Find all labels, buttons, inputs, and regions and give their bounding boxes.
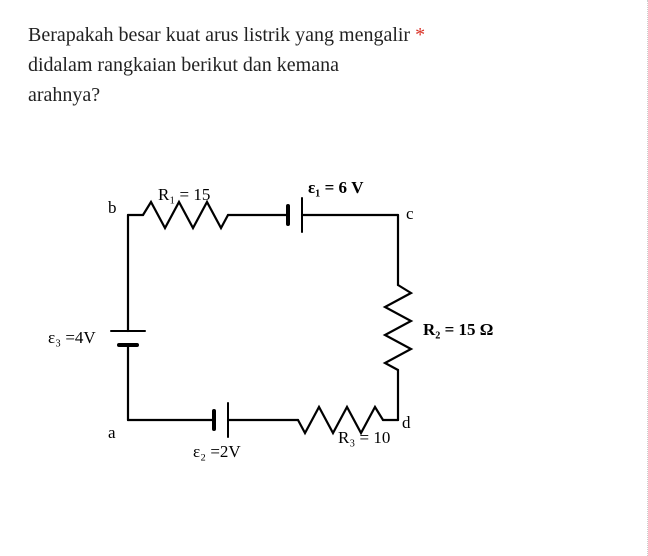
- label-r3: R₃ = 10: [338, 428, 390, 448]
- label-r2: R₂ = 15 Ω: [423, 320, 493, 340]
- node-b: b: [108, 198, 117, 218]
- q-line2: didalam rangkaian berikut dan kemana: [28, 54, 339, 76]
- node-a: a: [108, 423, 116, 443]
- circuit-diagram: R₁ = 15 ε₁ = 6 V b c ε₃ =4V R₂ = 15 Ω a …: [48, 170, 508, 470]
- label-e3: ε₃ =4V: [48, 328, 96, 348]
- question-text: Berapakah besar kuat arus listrik yang m…: [28, 20, 619, 110]
- node-d: d: [402, 413, 411, 433]
- q-line1: Berapakah besar kuat arus listrik yang m…: [28, 24, 410, 46]
- label-e2: ε₂ =2V: [193, 442, 241, 462]
- required-marker: *: [415, 24, 425, 46]
- q-line3: arahnya?: [28, 84, 100, 106]
- label-e1: ε₁ = 6 V: [308, 178, 364, 198]
- node-c: c: [406, 204, 414, 224]
- label-r1: R₁ = 15: [158, 185, 210, 205]
